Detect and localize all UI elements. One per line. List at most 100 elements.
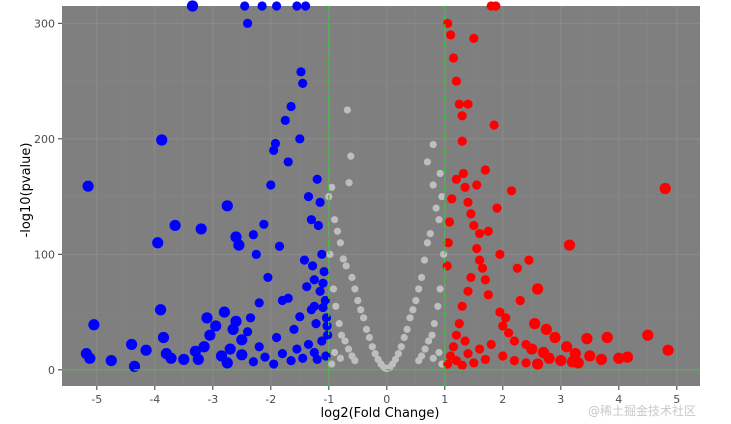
point-down — [280, 115, 290, 125]
point-up — [460, 336, 470, 346]
point-up — [444, 217, 455, 227]
data-points — [80, 0, 674, 373]
point-down — [105, 354, 117, 367]
point-not_significant — [428, 331, 436, 339]
point-down — [318, 302, 328, 313]
point-up — [469, 358, 479, 368]
point-up — [454, 319, 464, 329]
point-not_significant — [397, 343, 405, 351]
point-down — [198, 341, 210, 353]
point-down — [259, 219, 269, 229]
point-up — [515, 295, 525, 306]
point-not_significant — [351, 285, 359, 293]
point-up — [543, 352, 555, 364]
x-tick-label: -5 — [91, 393, 102, 406]
point-down — [248, 357, 258, 367]
point-down — [318, 278, 328, 288]
point-down — [309, 347, 319, 358]
point-not_significant — [333, 227, 342, 235]
point-down — [313, 220, 323, 231]
point-not_significant — [362, 325, 371, 334]
y-tick-label: 0 — [48, 364, 55, 377]
point-up — [563, 239, 576, 251]
point-not_significant — [326, 250, 334, 258]
point-down — [192, 353, 204, 366]
point-up — [457, 360, 467, 370]
point-down — [157, 331, 170, 344]
point-not_significant — [328, 183, 336, 191]
point-up — [460, 182, 470, 192]
point-down — [286, 101, 296, 112]
x-tick-label: -2 — [265, 393, 276, 406]
point-not_significant — [394, 350, 402, 358]
watermark-text: @稀土掘金技术社区 — [588, 403, 696, 418]
point-down — [295, 134, 305, 144]
point-down — [309, 275, 319, 285]
point-not_significant — [351, 356, 359, 365]
point-not_significant — [426, 229, 434, 238]
point-not_significant — [436, 169, 444, 178]
point-up — [442, 261, 452, 271]
point-up — [480, 275, 490, 285]
point-up — [642, 329, 654, 341]
point-up — [448, 53, 459, 63]
x-tick-label: 3 — [557, 393, 564, 406]
y-tick-label: 300 — [34, 17, 55, 30]
point-down — [260, 352, 270, 362]
point-up — [581, 333, 593, 345]
point-up — [521, 358, 531, 368]
point-not_significant — [347, 152, 355, 160]
point-up — [569, 348, 581, 360]
point-down — [296, 67, 306, 77]
point-down — [320, 295, 330, 306]
point-up — [532, 358, 544, 370]
point-down — [218, 306, 230, 318]
point-down — [266, 180, 276, 190]
x-tick-label: -4 — [149, 393, 160, 406]
point-up — [480, 354, 490, 365]
point-down — [301, 1, 311, 11]
point-down — [292, 344, 302, 354]
point-down — [270, 138, 281, 149]
point-not_significant — [337, 331, 346, 339]
point-up — [443, 18, 453, 28]
point-down — [292, 1, 302, 11]
point-up — [540, 323, 552, 336]
point-not_significant — [332, 302, 340, 310]
point-not_significant — [432, 204, 440, 212]
point-not_significant — [429, 354, 437, 362]
point-down — [289, 324, 299, 335]
point-up — [472, 180, 482, 190]
point-down — [84, 352, 96, 364]
point-down — [317, 336, 327, 346]
point-down — [298, 78, 308, 88]
point-down — [82, 180, 94, 192]
point-up — [451, 330, 461, 340]
point-down — [169, 219, 181, 232]
point-not_significant — [412, 296, 420, 305]
point-up — [446, 30, 456, 40]
point-down — [315, 286, 325, 296]
point-not_significant — [360, 314, 368, 322]
point-down — [295, 312, 305, 322]
point-up — [443, 359, 453, 369]
point-not_significant — [420, 256, 429, 264]
threshold-lines — [62, 6, 700, 386]
point-down — [243, 327, 253, 337]
point-not_significant — [430, 320, 438, 328]
point-up — [475, 228, 485, 239]
point-up — [463, 197, 473, 207]
point-up — [509, 336, 519, 346]
point-down — [140, 344, 152, 356]
point-up — [509, 355, 519, 366]
point-not_significant — [357, 306, 365, 314]
point-not_significant — [400, 333, 408, 342]
point-down — [165, 352, 177, 364]
point-up — [463, 99, 473, 109]
point-up — [555, 354, 567, 367]
point-down — [311, 319, 321, 329]
x-tick-label: 1 — [441, 393, 448, 406]
x-tick-label: 4 — [615, 393, 622, 406]
point-up — [463, 286, 473, 296]
